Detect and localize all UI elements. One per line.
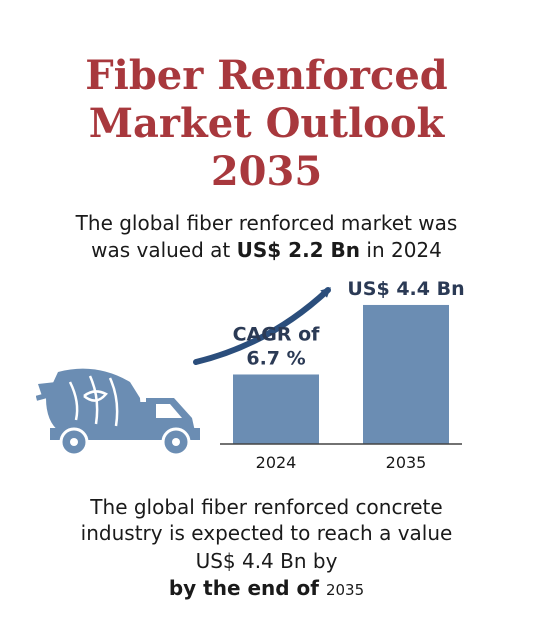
page-title-line-1: Fiber Renforced <box>85 52 448 99</box>
footer-prefix: by the end of <box>168 576 326 600</box>
subtitle-suffix: in 2024 <box>360 238 442 262</box>
cagr-label-line-1: CAGR of <box>233 323 321 345</box>
concrete-mixer-truck-icon <box>36 368 200 457</box>
bar-2024 <box>233 374 319 444</box>
bar-value-label: US$ 4.4 Bn <box>347 278 464 300</box>
subtitle-line-2: was valued at US$ 2.2 Bn in 2024 <box>0 237 533 264</box>
growth-arrow <box>193 287 331 365</box>
footer-line-1: The global fiber renforced concrete <box>90 495 443 519</box>
x-tick-label-2035: 2035 <box>386 453 427 472</box>
footer-line-3: US$ 4.4 Bn by <box>195 549 338 573</box>
subtitle-line-1: The global fiber renforced market was <box>75 211 458 235</box>
x-tick-label-2024: 2024 <box>256 453 297 472</box>
footer-line-2: industry is expected to reach a value <box>80 521 453 545</box>
cagr-label-line-2: 6.7 % <box>246 347 305 369</box>
subtitle-amount: US$ 2.2 Bn <box>236 238 361 262</box>
footer-line-4: by the end of 2035 <box>0 575 533 603</box>
footer-year: 2035 <box>325 581 365 599</box>
subtitle-prefix: was valued at <box>91 238 237 262</box>
bar-chart: 2024 2035 US$ 4.4 Bn CAGR of 6.7 % <box>193 278 465 472</box>
page-title-line-3: 2035 <box>210 148 323 195</box>
page-title-line-2: Market Outlook <box>88 100 445 147</box>
bar-2035 <box>363 304 449 444</box>
